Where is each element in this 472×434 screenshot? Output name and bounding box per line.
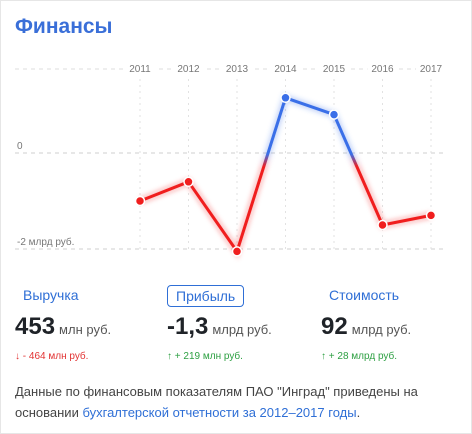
series-points bbox=[134, 92, 437, 257]
metric-value-capitalization[interactable]: Стоимость bbox=[329, 287, 399, 305]
x-tick-label: 2014 bbox=[274, 64, 297, 75]
profit-unit: млрд руб. bbox=[212, 322, 272, 337]
cost-delta: + 28 млрд руб. bbox=[328, 351, 398, 362]
x-tick-bg bbox=[222, 62, 252, 75]
series-line bbox=[139, 96, 432, 253]
widget-title: Финансы bbox=[15, 15, 113, 38]
x-tick-label: 2013 bbox=[226, 64, 249, 75]
data-point[interactable] bbox=[280, 92, 291, 104]
data-point[interactable] bbox=[425, 210, 437, 221]
metric-number-cost: 92 млрд руб. bbox=[321, 313, 411, 341]
arrow-up-icon: ↑ bbox=[167, 351, 172, 362]
arrow-down-icon: ↓ bbox=[15, 351, 20, 362]
footer-end: . bbox=[356, 405, 361, 420]
metric-delta-profit: ↑ + 219 млн руб. bbox=[167, 351, 243, 362]
footer-text: Данные по финансовым показателям ПАО "Ин… bbox=[15, 384, 418, 420]
profit-chart: 2011 2012 2013 2014 2015 2016 2017 0 -2 млрд ру… bbox=[15, 62, 446, 260]
data-point[interactable] bbox=[231, 246, 243, 257]
revenue-number: 453 bbox=[15, 313, 56, 340]
chart-grid bbox=[15, 68, 446, 251]
profit-number: -1,3 bbox=[167, 313, 209, 340]
reporting-link[interactable]: бухгалтерской отчетности за 2012–2017 го… bbox=[82, 405, 357, 420]
cost-number: 92 bbox=[321, 313, 348, 340]
x-tick-label: 2017 bbox=[420, 64, 443, 75]
metric-delta-cost: ↑ + 28 млрд руб. bbox=[321, 351, 397, 362]
arrow-up-icon: ↑ bbox=[321, 351, 326, 362]
x-tick-bg bbox=[270, 62, 301, 75]
y-reference-label: 0 bbox=[17, 141, 23, 152]
revenue-unit: млн руб. bbox=[59, 322, 112, 337]
x-tick-label: 2011 bbox=[129, 64, 151, 75]
y-axis-labels: 0 -2 млрд руб. bbox=[17, 141, 74, 248]
metric-revenue[interactable]: Выручка bbox=[23, 287, 79, 305]
metric-profit[interactable]: Прибыль bbox=[167, 285, 245, 307]
x-tick-bg bbox=[125, 62, 155, 75]
metric-label-revenue[interactable]: Выручка bbox=[23, 287, 79, 303]
x-tick-bg bbox=[367, 62, 398, 75]
metric-delta-revenue: ↓ - 464 млн руб. bbox=[15, 351, 88, 362]
metric-label-cost[interactable]: Стоимость bbox=[329, 287, 400, 303]
metric-value-profit: -1,3 млрд руб. bbox=[167, 313, 272, 341]
data-point[interactable] bbox=[183, 176, 194, 188]
metric-value-revenue: 453 млн руб. bbox=[15, 313, 111, 341]
series-line-glow bbox=[138, 93, 432, 260]
y-reference-label: -2 млрд руб. bbox=[17, 236, 74, 248]
profit-delta: + 219 млн руб. bbox=[174, 351, 243, 362]
x-tick-bg bbox=[416, 62, 446, 75]
x-tick-label: 2016 bbox=[371, 64, 394, 75]
x-tick-bg bbox=[173, 62, 204, 75]
data-point[interactable] bbox=[134, 195, 146, 207]
revenue-delta: - 464 млн руб. bbox=[22, 351, 89, 362]
data-point[interactable] bbox=[328, 109, 340, 120]
cost-unit: млрд руб. bbox=[351, 322, 412, 337]
x-tick-label: 2015 bbox=[323, 64, 346, 75]
x-tick-bg bbox=[319, 62, 349, 75]
x-axis-labels: 2011 2012 2013 2014 2015 2016 2017 bbox=[125, 62, 446, 75]
data-source-note: Данные по финансовым показателям ПАО "Ин… bbox=[15, 381, 455, 423]
data-point[interactable] bbox=[377, 219, 388, 231]
x-tick-label: 2012 bbox=[177, 64, 200, 75]
metric-label-profit[interactable]: Прибыль bbox=[167, 285, 245, 307]
